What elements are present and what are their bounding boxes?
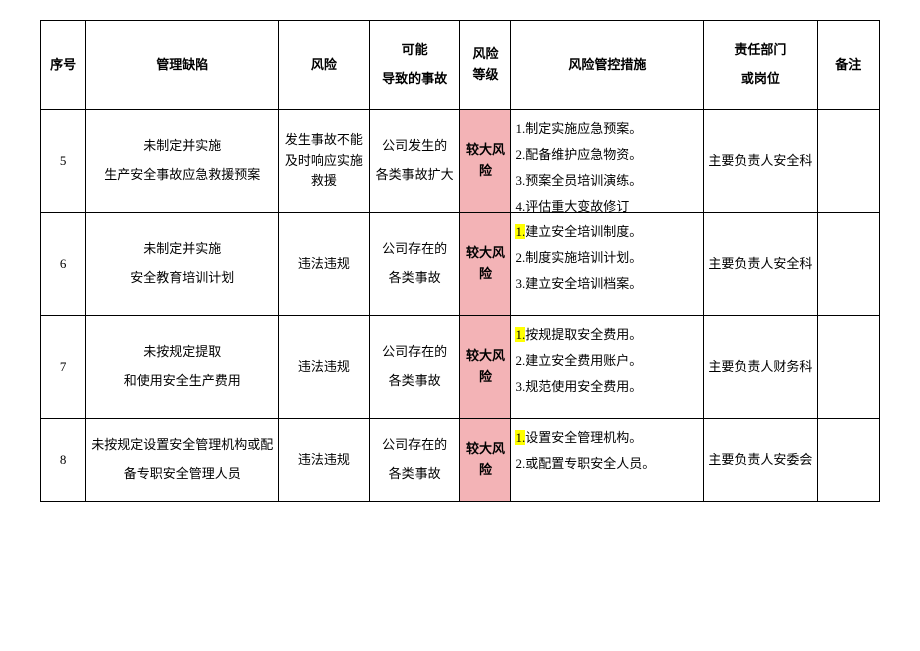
cell-risk: 违法违规 [279, 419, 370, 502]
cell-seq: 7 [41, 316, 86, 419]
cell-seq: 6 [41, 213, 86, 316]
cell-defect: 未制定并实施生产安全事故应急救援预案 [86, 110, 279, 213]
cell-measure: 1.设置安全管理机构。2.或配置专职安全人员。 [511, 419, 704, 502]
cell-dept: 主要负责人财务科 [704, 316, 817, 419]
cell-remark [817, 213, 879, 316]
table-row: 6未制定并实施安全教育培训计划违法违规公司存在的各类事故较大风险1.建立安全培训… [41, 213, 880, 316]
header-measure: 风险管控措施 [511, 21, 704, 110]
cell-accident: 公司发生的各类事故扩大 [369, 110, 460, 213]
cell-level: 较大风险 [460, 110, 511, 213]
measure-line: 4.评估重大变故修订 [515, 194, 699, 212]
cell-seq: 8 [41, 419, 86, 502]
measure-line: 2.制度实施培训计划。 [515, 245, 699, 271]
header-defect: 管理缺陷 [86, 21, 279, 110]
header-level: 风险 等级 [460, 21, 511, 110]
cell-measure: 1.制定实施应急预案。2.配备维护应急物资。3.预案全员培训演练。4.评估重大变… [511, 110, 704, 213]
cell-defect: 未按规定提取和使用安全生产费用 [86, 316, 279, 419]
measure-line: 1.制定实施应急预案。 [515, 116, 699, 142]
measure-line: 1.建立安全培训制度。 [515, 219, 699, 245]
measure-line: 3.建立安全培训档案。 [515, 271, 699, 297]
table-row: 7未按规定提取和使用安全生产费用违法违规公司存在的各类事故较大风险1.按规提取安… [41, 316, 880, 419]
cell-dept: 主要负责人安全科 [704, 213, 817, 316]
measure-line: 1.按规提取安全费用。 [515, 322, 699, 348]
cell-measure: 1.建立安全培训制度。2.制度实施培训计划。3.建立安全培训档案。 [511, 213, 704, 316]
cell-measure: 1.按规提取安全费用。2.建立安全费用账户。3.规范使用安全费用。 [511, 316, 704, 419]
measure-line: 3.预案全员培训演练。 [515, 168, 699, 194]
cell-dept: 主要负责人安委会 [704, 419, 817, 502]
measure-line: 2.或配置专职安全人员。 [515, 451, 699, 477]
cell-seq: 5 [41, 110, 86, 213]
measure-line: 1.设置安全管理机构。 [515, 425, 699, 451]
cell-remark [817, 316, 879, 419]
cell-defect: 未制定并实施安全教育培训计划 [86, 213, 279, 316]
risk-table: 序号 管理缺陷 风险 可能 导致的事故 风险 等级 风险管控措施 责任部门 或岗… [40, 20, 880, 502]
header-seq: 序号 [41, 21, 86, 110]
table-row: 5未制定并实施生产安全事故应急救援预案发生事故不能及时响应实施救援公司发生的各类… [41, 110, 880, 213]
cell-risk: 违法违规 [279, 213, 370, 316]
measure-line: 2.建立安全费用账户。 [515, 348, 699, 374]
table-body: 5未制定并实施生产安全事故应急救援预案发生事故不能及时响应实施救援公司发生的各类… [41, 110, 880, 502]
cell-level: 较大风险 [460, 419, 511, 502]
cell-risk: 发生事故不能及时响应实施救援 [279, 110, 370, 213]
cell-risk: 违法违规 [279, 316, 370, 419]
header-dept: 责任部门 或岗位 [704, 21, 817, 110]
cell-defect: 未按规定设置安全管理机构或配备专职安全管理人员 [86, 419, 279, 502]
header-accident: 可能 导致的事故 [369, 21, 460, 110]
header-risk: 风险 [279, 21, 370, 110]
cell-accident: 公司存在的各类事故 [369, 316, 460, 419]
cell-level: 较大风险 [460, 316, 511, 419]
measure-line: 3.规范使用安全费用。 [515, 374, 699, 400]
header-remark: 备注 [817, 21, 879, 110]
table-row: 8未按规定设置安全管理机构或配备专职安全管理人员违法违规公司存在的各类事故较大风… [41, 419, 880, 502]
measure-line: 2.配备维护应急物资。 [515, 142, 699, 168]
cell-remark [817, 419, 879, 502]
header-row: 序号 管理缺陷 风险 可能 导致的事故 风险 等级 风险管控措施 责任部门 或岗… [41, 21, 880, 110]
cell-dept: 主要负责人安全科 [704, 110, 817, 213]
cell-level: 较大风险 [460, 213, 511, 316]
cell-accident: 公司存在的各类事故 [369, 419, 460, 502]
cell-accident: 公司存在的各类事故 [369, 213, 460, 316]
cell-remark [817, 110, 879, 213]
